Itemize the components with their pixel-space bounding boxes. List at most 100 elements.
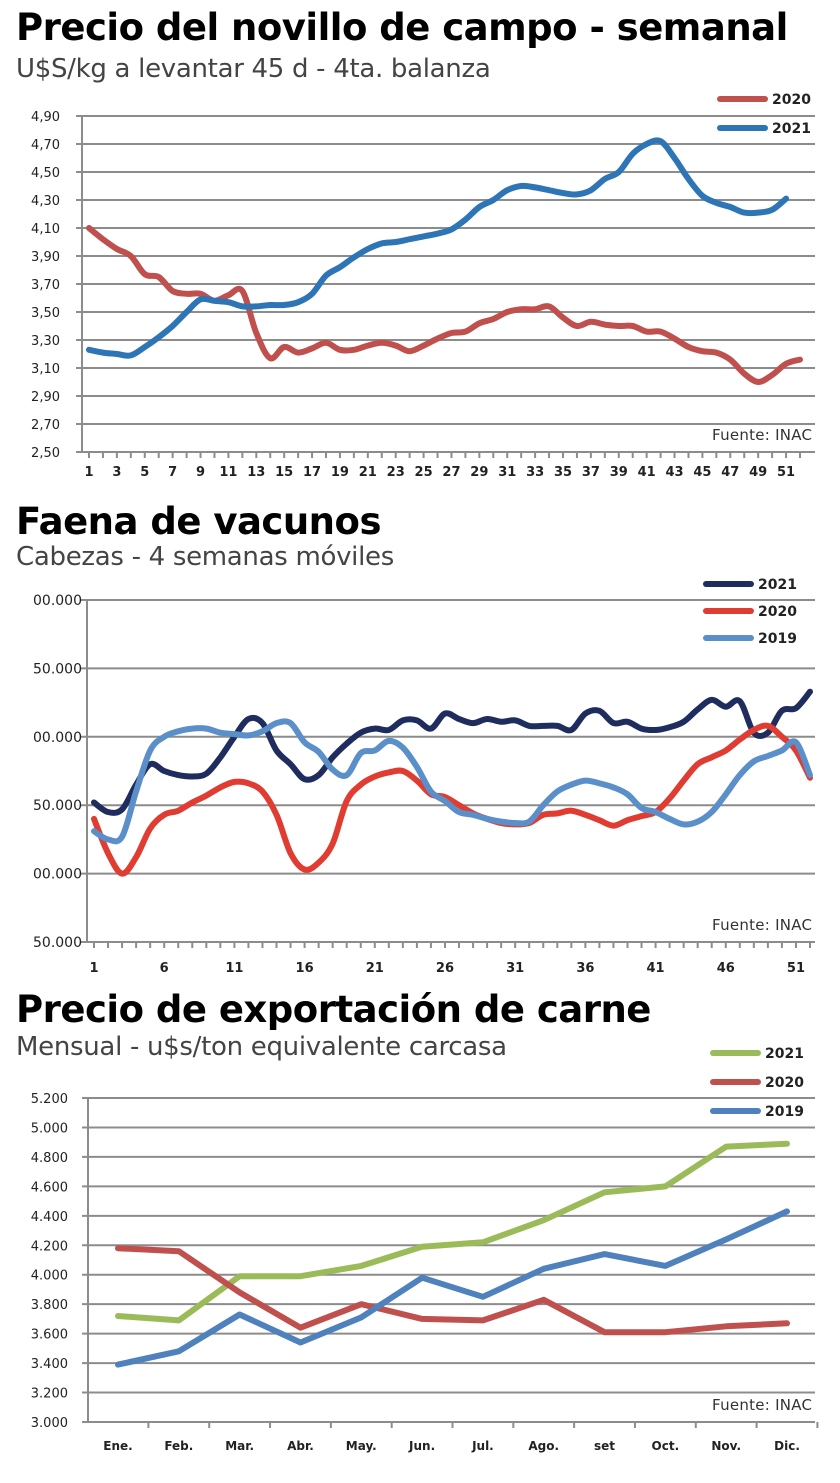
- series-line-2019: [115, 1208, 790, 1368]
- x-tick-label: 9: [196, 465, 205, 480]
- x-tick-label: 45: [693, 465, 711, 480]
- legend-label: 2021: [765, 1046, 804, 1062]
- y-tick-label: 3.600: [31, 1328, 68, 1343]
- source-note: Fuente: INAC: [712, 916, 812, 934]
- series-line-2021: [86, 137, 790, 359]
- y-tick-label: 3,10: [31, 362, 60, 377]
- y-tick-label: 4.600: [31, 1180, 68, 1195]
- x-tick-label: 33: [526, 465, 544, 480]
- x-tick-label: 35: [554, 465, 572, 480]
- x-tick-label: 7: [168, 465, 177, 480]
- x-tick-label: 17: [303, 465, 321, 480]
- y-tick-label: 00.000: [33, 593, 82, 609]
- x-tick-label: 27: [442, 465, 460, 480]
- x-tick-label: 15: [275, 465, 293, 480]
- x-tick-label: 1: [89, 961, 98, 976]
- y-tick-label: 4,30: [31, 194, 60, 209]
- x-tick-label: set: [594, 1439, 615, 1453]
- x-tick-label: 36: [576, 961, 594, 976]
- y-tick-label: 3,30: [31, 334, 60, 349]
- y-tick-label: 4,70: [31, 138, 60, 153]
- x-tick-label: Oct.: [652, 1439, 680, 1453]
- source-note: Fuente: INAC: [712, 426, 812, 444]
- x-tick-label: 1: [84, 465, 93, 480]
- x-tick-label: 31: [498, 465, 516, 480]
- legend-label: 2021: [772, 121, 811, 137]
- x-tick-label: Ago.: [528, 1439, 559, 1453]
- series-line-2020: [115, 1245, 790, 1336]
- x-tick-label: Jun.: [408, 1439, 435, 1453]
- legend-label: 2019: [758, 631, 797, 647]
- x-tick-label: 26: [436, 961, 454, 976]
- y-tick-label: 4.000: [31, 1269, 68, 1284]
- source-note: Fuente: INAC: [712, 1396, 812, 1414]
- x-tick-label: 3: [112, 465, 121, 480]
- series-line-2020: [91, 722, 813, 877]
- y-tick-label: 50.000: [33, 798, 82, 814]
- y-tick-label: 50.000: [33, 661, 82, 677]
- x-tick-label: Ene.: [103, 1439, 132, 1453]
- y-tick-label: 3,70: [31, 278, 60, 293]
- y-tick-label: 2,50: [31, 446, 60, 461]
- legend-label: 2019: [765, 1104, 804, 1120]
- chart-3-title: Precio de exportación de carne: [16, 988, 651, 1031]
- y-tick-label: 2,90: [31, 390, 60, 405]
- chart-1-subtitle: U$S/kg a levantar 45 d - 4ta. balanza: [16, 54, 491, 84]
- x-tick-label: 31: [506, 961, 524, 976]
- chart-2-subtitle: Cabezas - 4 semanas móviles: [16, 542, 394, 572]
- chart-3-subtitle: Mensual - u$s/ton equivalente carcasa: [16, 1032, 507, 1062]
- legend-label: 2020: [765, 1075, 804, 1091]
- x-tick-label: May.: [346, 1439, 377, 1453]
- y-tick-label: 00.000: [33, 730, 82, 746]
- y-tick-label: 4.200: [31, 1239, 68, 1254]
- series-line-2021: [91, 688, 813, 816]
- x-tick-label: 51: [777, 465, 795, 480]
- y-tick-label: 3.200: [31, 1387, 68, 1402]
- x-tick-label: 16: [296, 961, 314, 976]
- x-tick-label: 37: [582, 465, 600, 480]
- x-tick-label: 25: [415, 465, 433, 480]
- series-line-2019: [91, 718, 813, 845]
- x-tick-label: 21: [366, 961, 384, 976]
- y-tick-label: 3.400: [31, 1357, 68, 1372]
- chart-2-title: Faena de vacunos: [16, 500, 381, 543]
- legend-label: 2020: [772, 92, 811, 108]
- x-tick-label: 19: [331, 465, 349, 480]
- x-tick-label: 29: [470, 465, 488, 480]
- x-tick-label: 11: [225, 961, 243, 976]
- x-tick-label: 49: [749, 465, 767, 480]
- y-tick-label: 5.200: [31, 1092, 68, 1107]
- y-tick-label: 00.000: [33, 867, 82, 883]
- x-tick-label: 41: [647, 961, 665, 976]
- series-line-2021: [115, 1140, 790, 1324]
- y-tick-label: 4,10: [31, 222, 60, 237]
- x-tick-label: 51: [787, 961, 805, 976]
- y-tick-label: 4.800: [31, 1151, 68, 1166]
- y-tick-label: 3,90: [31, 250, 60, 265]
- x-tick-label: 41: [638, 465, 656, 480]
- y-tick-label: 4.400: [31, 1210, 68, 1225]
- y-tick-label: 4,50: [31, 166, 60, 181]
- y-tick-label: 2,70: [31, 418, 60, 433]
- x-tick-label: 46: [717, 961, 735, 976]
- x-tick-label: 21: [359, 465, 377, 480]
- y-tick-label: 3.800: [31, 1298, 68, 1313]
- x-tick-label: Abr.: [287, 1439, 314, 1453]
- legend-label: 2021: [758, 577, 797, 593]
- x-tick-label: 23: [387, 465, 405, 480]
- y-tick-label: 3.000: [31, 1416, 68, 1431]
- y-tick-label: 3,50: [31, 306, 60, 321]
- x-tick-label: Nov.: [711, 1439, 741, 1453]
- x-tick-label: Dic.: [774, 1439, 800, 1453]
- y-tick-label: 4,90: [31, 110, 60, 125]
- x-tick-label: 39: [610, 465, 628, 480]
- x-tick-label: 11: [219, 465, 237, 480]
- y-tick-label: 50.000: [33, 935, 82, 951]
- x-tick-label: Mar.: [225, 1439, 254, 1453]
- chart-1-title: Precio del novillo de campo - semanal: [16, 6, 788, 49]
- x-tick-label: Jul.: [471, 1439, 494, 1453]
- x-tick-label: 5: [140, 465, 149, 480]
- y-tick-label: 5.000: [31, 1121, 68, 1136]
- x-tick-label: 6: [160, 961, 169, 976]
